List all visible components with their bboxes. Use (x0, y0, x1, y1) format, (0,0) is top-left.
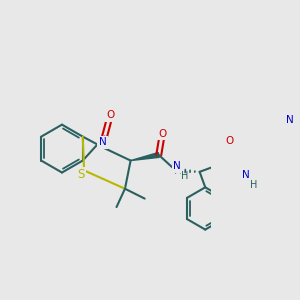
Text: O: O (226, 136, 234, 146)
Text: N: N (242, 170, 250, 180)
Text: O: O (106, 110, 114, 121)
Text: N: N (286, 115, 293, 125)
Text: N: N (173, 161, 181, 171)
Text: N: N (99, 137, 106, 147)
Text: S: S (77, 168, 84, 181)
Polygon shape (130, 152, 159, 160)
Text: H: H (250, 179, 258, 190)
Text: H: H (181, 171, 189, 181)
Text: O: O (158, 129, 166, 139)
